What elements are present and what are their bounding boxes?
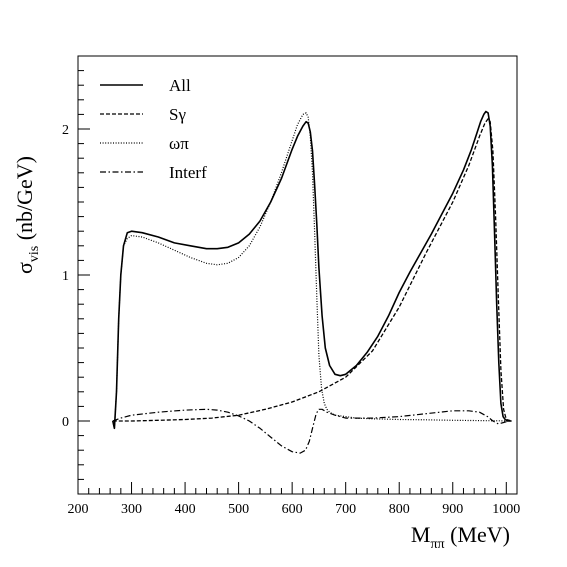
- legend-label: Interf: [169, 163, 207, 182]
- x-tick-label: 800: [389, 502, 410, 517]
- x-tick-label: 500: [228, 502, 249, 517]
- x-axis-label-sub: ππ: [430, 537, 444, 552]
- legend-label: Sγ: [169, 105, 186, 124]
- plot-frame: [77, 55, 518, 495]
- x-tick-label: 1000: [492, 502, 520, 517]
- axis-ticks-group: 200 300 400 500 600 700 800 900 1000 0 1 2: [62, 55, 520, 517]
- y-axis-label-sub: vis: [27, 246, 42, 262]
- series-line-3: [112, 112, 512, 429]
- x-tick-label: 600: [282, 502, 303, 517]
- y-tick-label: 0: [62, 415, 69, 430]
- legend-label: ωπ: [169, 134, 189, 153]
- x-tick-label: 400: [175, 502, 196, 517]
- x-tick-label: 900: [442, 502, 463, 517]
- x-tick-label: 700: [335, 502, 356, 517]
- series-line-1: [112, 110, 512, 430]
- plot-frame-group: [77, 55, 518, 495]
- series-group: [112, 110, 512, 454]
- x-tick-label: 200: [68, 502, 89, 517]
- y-tick-label: 2: [62, 123, 69, 138]
- y-axis-label-unit: (nb/GeV): [12, 156, 37, 246]
- series-line-4: [112, 408, 510, 454]
- x-axis-label-unit: (MeV): [445, 522, 510, 547]
- x-tick-label: 300: [121, 502, 142, 517]
- y-axis-label-main: σ: [12, 262, 37, 274]
- x-axis-label: Mππ (MeV): [411, 522, 510, 552]
- x-axis-label-main: M: [411, 522, 431, 547]
- y-tick-label: 1: [62, 269, 69, 284]
- legend: All Sγ ωπ Interf: [100, 76, 207, 182]
- y-axis-label: σvis (nb/GeV): [12, 156, 42, 274]
- legend-label: All: [169, 76, 191, 95]
- series-line-2: [112, 118, 512, 422]
